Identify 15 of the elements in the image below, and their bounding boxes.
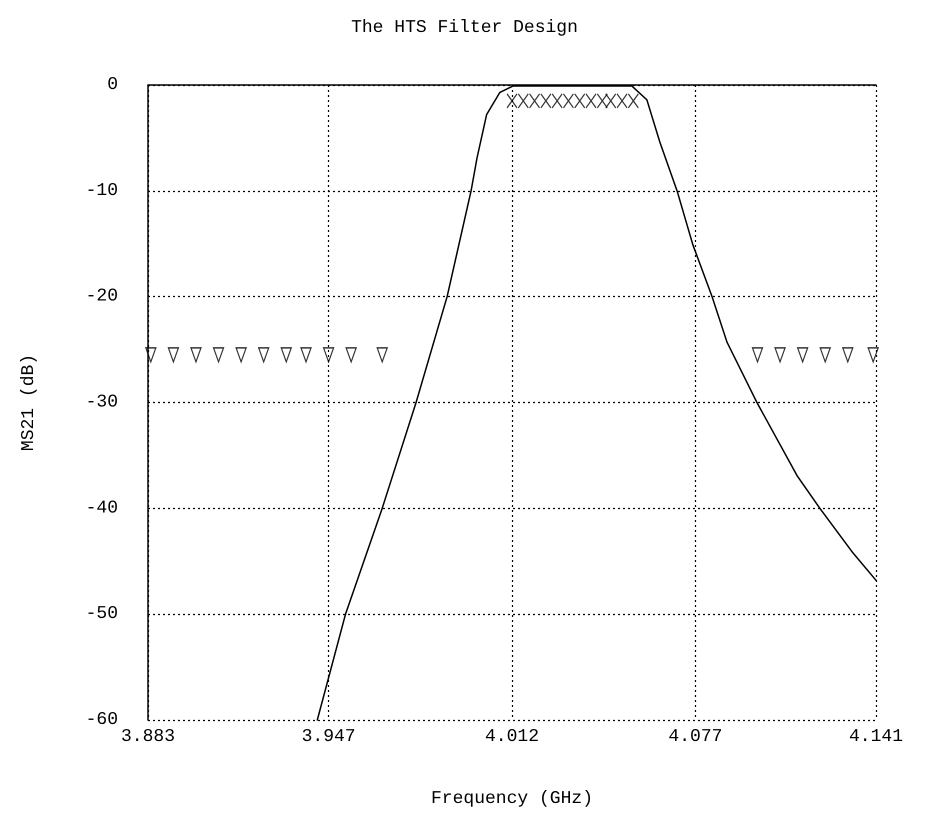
x-axis-title: Frequency (GHz) <box>430 789 594 809</box>
x-tick-label: 3.947 <box>302 727 356 747</box>
x-tick-label: 4.012 <box>484 727 540 747</box>
x-tick-label: 3.883 <box>120 727 176 747</box>
y-tick-label: -30 <box>86 392 118 412</box>
x-tick-label: 4.141 <box>848 727 904 747</box>
y-tick-label: -60 <box>86 710 118 730</box>
y-tick-label: -20 <box>86 286 118 307</box>
y-tick-label: -10 <box>86 180 118 201</box>
x-tick-label: 4.077 <box>668 727 722 747</box>
y-tick-label: 0 <box>107 75 118 95</box>
y-tick-label: -40 <box>86 498 118 518</box>
chart-title: The HTS Filter Design <box>351 18 578 38</box>
y-axis-title: MS21 (dB) <box>19 354 39 452</box>
y-tick-label: -50 <box>86 604 118 624</box>
